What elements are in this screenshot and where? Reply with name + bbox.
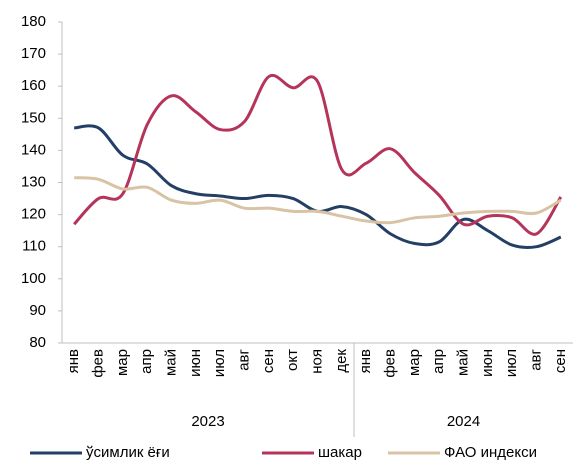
legend-label: ўсимлик ёғи [86, 444, 170, 461]
x-tick-label: ноя [308, 349, 325, 374]
series-line [74, 176, 562, 225]
group-label: 2023 [191, 413, 224, 430]
x-tick-label: авг [527, 348, 544, 370]
x-tick-label: июл [211, 349, 228, 377]
y-tick-label: 150 [21, 109, 46, 126]
y-tick-label: 160 [21, 77, 46, 94]
x-tick-label: сен [552, 349, 569, 373]
x-tick-label: июл [503, 349, 520, 377]
y-tick-label: 110 [22, 238, 46, 255]
x-tick-label: окт [284, 349, 301, 371]
series-line [73, 73, 563, 236]
x-tick-label: сен [260, 349, 277, 373]
x-tick-label: янв [357, 349, 374, 373]
x-tick-label: июн [187, 349, 204, 377]
y-tick-label: 120 [21, 206, 46, 223]
x-tick-label: янв [65, 349, 82, 373]
y-tick-label: 180 [21, 13, 46, 30]
x-tick-label: дек [333, 349, 350, 373]
x-tick-label: май [454, 349, 471, 376]
x-tick-label: июн [479, 349, 496, 377]
x-tick-label: апр [138, 349, 155, 374]
legend-label: ФАО индекси [444, 444, 537, 461]
x-tick-label: апр [430, 349, 447, 374]
legend-label: шакар [318, 444, 362, 461]
y-tick-label: 100 [21, 270, 46, 287]
y-tick-label: 90 [29, 302, 46, 319]
x-tick-label: мар [114, 349, 131, 376]
y-tick-label: 80 [29, 334, 46, 351]
x-tick-label: фев [89, 349, 106, 378]
y-tick-label: 140 [21, 141, 46, 158]
x-tick-label: мар [406, 349, 423, 376]
y-tick-label: 170 [21, 45, 46, 62]
group-label: 2024 [447, 413, 480, 430]
x-tick-label: май [162, 349, 179, 376]
y-tick-label: 130 [21, 173, 46, 190]
x-tick-label: фев [381, 349, 398, 378]
x-tick-label: авг [235, 348, 252, 370]
